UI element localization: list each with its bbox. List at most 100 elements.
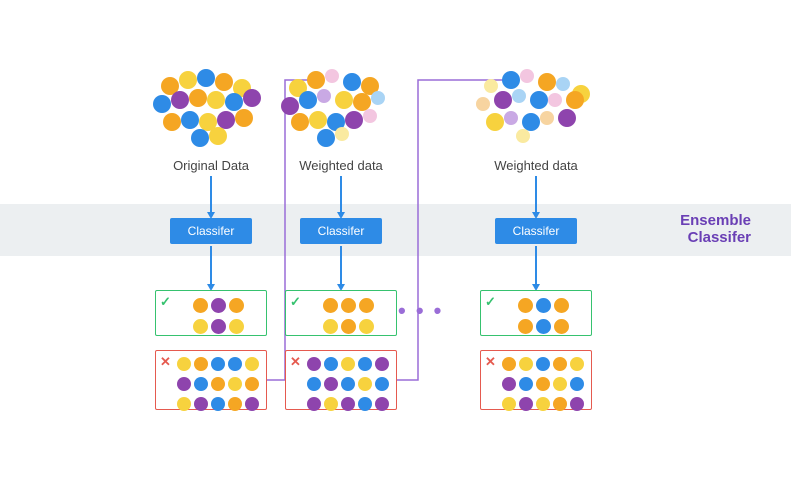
arrow-line — [340, 246, 342, 285]
diagram-root: EnsembleClassifer• • •Original DataClass… — [0, 0, 791, 500]
result-dot — [323, 319, 338, 334]
result-dot — [307, 377, 321, 391]
data-cluster — [281, 67, 401, 142]
result-dot — [307, 397, 321, 411]
cluster-dot — [191, 129, 209, 147]
cluster-dot — [556, 77, 570, 91]
ensemble-line1: Ensemble — [680, 212, 751, 229]
result-dot — [194, 377, 208, 391]
cluster-dot — [566, 91, 584, 109]
result-dot — [502, 377, 516, 391]
result-dot — [536, 298, 551, 313]
stage-label: Original Data — [151, 158, 271, 173]
result-dot — [536, 397, 550, 411]
result-dot — [502, 397, 516, 411]
cluster-dot — [540, 111, 554, 125]
result-dot — [211, 319, 226, 334]
result-dot — [375, 377, 389, 391]
result-dot — [502, 357, 516, 371]
result-dot — [570, 377, 584, 391]
cluster-dot — [504, 111, 518, 125]
result-dot — [177, 377, 191, 391]
result-dot — [341, 357, 355, 371]
cluster-dot — [530, 91, 548, 109]
cluster-dot — [225, 93, 243, 111]
cluster-dot — [179, 71, 197, 89]
cluster-dot — [335, 91, 353, 109]
cluster-dot — [171, 91, 189, 109]
cluster-dot — [163, 113, 181, 131]
result-dot — [518, 319, 533, 334]
result-dot — [211, 357, 225, 371]
cluster-dot — [299, 91, 317, 109]
correct-box: ✓ — [155, 290, 267, 336]
result-dot — [228, 397, 242, 411]
result-dot — [245, 377, 259, 391]
cluster-dot — [343, 73, 361, 91]
ensemble-line2: Classifer — [680, 229, 751, 246]
data-cluster — [476, 67, 596, 142]
result-dot — [211, 298, 226, 313]
result-dot — [358, 357, 372, 371]
result-dot — [245, 357, 259, 371]
cluster-dot — [335, 127, 349, 141]
result-dot — [358, 377, 372, 391]
cluster-dot — [317, 129, 335, 147]
check-icon: ✓ — [485, 294, 496, 310]
result-dot — [211, 397, 225, 411]
result-dot — [229, 298, 244, 313]
result-dot — [536, 319, 551, 334]
cluster-dot — [189, 89, 207, 107]
result-dot — [228, 377, 242, 391]
correct-box: ✓ — [480, 290, 592, 336]
cluster-dot — [345, 111, 363, 129]
arrow-line — [340, 176, 342, 213]
cluster-dot — [558, 109, 576, 127]
cluster-dot — [243, 89, 261, 107]
data-cluster — [151, 67, 271, 142]
result-dot — [553, 357, 567, 371]
result-dot — [359, 319, 374, 334]
ellipsis: • • • — [398, 298, 443, 324]
cluster-dot — [317, 89, 331, 103]
cluster-dot — [371, 91, 385, 105]
cross-icon: ✕ — [485, 354, 496, 370]
result-dot — [324, 397, 338, 411]
arrow-line — [210, 246, 212, 285]
result-dot — [324, 357, 338, 371]
wrong-box: ✕ — [480, 350, 592, 410]
arrow-line — [210, 176, 212, 213]
cluster-dot — [207, 91, 225, 109]
cross-icon: ✕ — [290, 354, 301, 370]
result-dot — [554, 298, 569, 313]
classifier-band — [0, 204, 791, 256]
result-dot — [194, 397, 208, 411]
result-dot — [177, 357, 191, 371]
result-dot — [245, 397, 259, 411]
correct-box: ✓ — [285, 290, 397, 336]
result-dot — [323, 298, 338, 313]
cluster-dot — [516, 129, 530, 143]
result-dot — [519, 377, 533, 391]
cluster-dot — [197, 69, 215, 87]
result-dot — [518, 298, 533, 313]
result-dot — [193, 298, 208, 313]
arrow-line — [535, 246, 537, 285]
result-dot — [341, 298, 356, 313]
stage-label: Weighted data — [476, 158, 596, 173]
result-dot — [341, 397, 355, 411]
result-dot — [570, 397, 584, 411]
stage-label: Weighted data — [281, 158, 401, 173]
cluster-dot — [215, 73, 233, 91]
cluster-dot — [476, 97, 490, 111]
cluster-dot — [307, 71, 325, 89]
result-dot — [358, 397, 372, 411]
check-icon: ✓ — [290, 294, 301, 310]
result-dot — [228, 357, 242, 371]
cluster-dot — [502, 71, 520, 89]
cross-icon: ✕ — [160, 354, 171, 370]
result-dot — [341, 377, 355, 391]
result-dot — [536, 377, 550, 391]
cluster-dot — [153, 95, 171, 113]
result-dot — [519, 357, 533, 371]
